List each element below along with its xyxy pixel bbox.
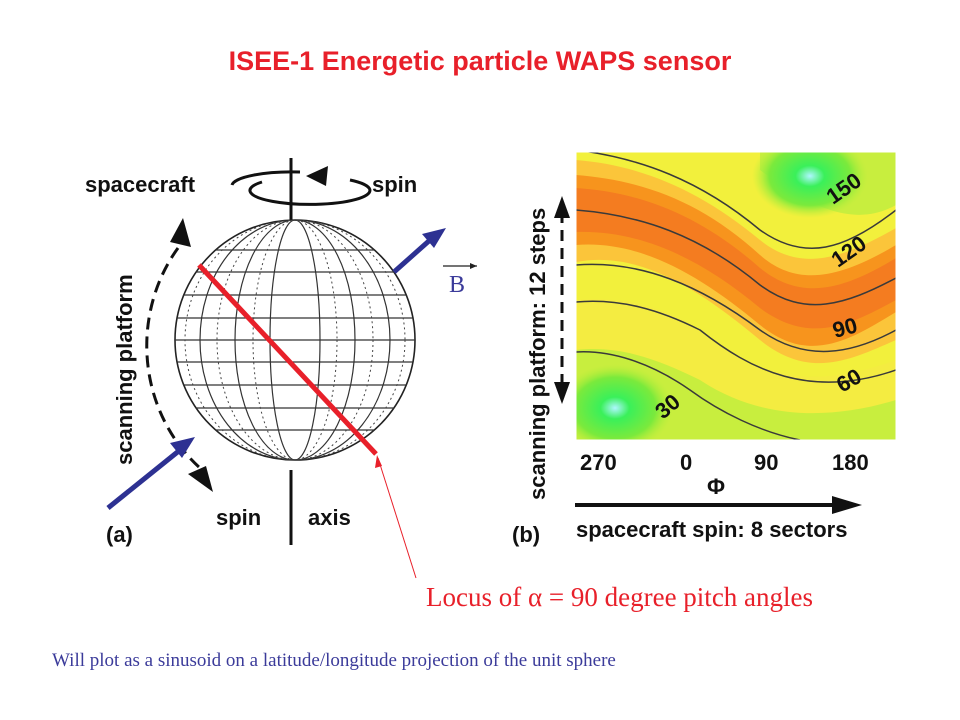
y-arrow-icon [554,196,570,404]
panel-b-label: (b) [512,522,540,547]
axis-label: axis [308,505,351,530]
footnote: Will plot as a sinusoid on a latitude/lo… [52,650,616,671]
unit-sphere [174,219,416,461]
locus-leader-line [377,457,417,579]
locus-suffix: = 90 degree pitch angles [542,582,814,612]
scanning-platform-label: scanning platform [112,274,137,465]
panel-b: 150 120 90 60 30 scanning platform: 12 s… [512,151,897,547]
locus-caption: Locus of α = 90 degree pitch angles [426,582,813,613]
x-arrow-icon [575,496,862,514]
x-tick-label: 0 [680,450,692,475]
x-tick-label: 270 [580,450,617,475]
x-arrow-label: spacecraft spin: 8 sectors [576,517,847,542]
field-label-b: B [443,263,477,298]
y-axis-label: scanning platform: 12 steps [525,208,550,500]
page-title: ISEE-1 Energetic particle WAPS sensor [228,46,732,76]
locus-leader-arrowhead [375,455,382,468]
scanning-arrow-icon [145,218,213,492]
x-tick-label: 90 [754,450,778,475]
spin-arrow-icon [230,166,372,206]
blue-arrow-lower-icon [106,437,195,510]
panel-a: spacecraft spin [85,158,446,547]
alpha-symbol: α [527,582,543,612]
spin-bottom-label: spin [216,505,261,530]
spin-top-label: spin [372,172,417,197]
x-axis-symbol: Φ [707,474,725,499]
spacecraft-label: spacecraft [85,172,196,197]
locus-prefix: Locus of [426,582,528,612]
b-label: B [449,272,465,298]
locus-line [197,263,378,456]
x-tick-label: 180 [832,450,869,475]
x-tick-labels: 270 0 90 180 [580,450,869,475]
panel-a-label: (a) [106,522,133,547]
contour-map [576,152,896,440]
blue-arrow-icon [392,228,446,274]
